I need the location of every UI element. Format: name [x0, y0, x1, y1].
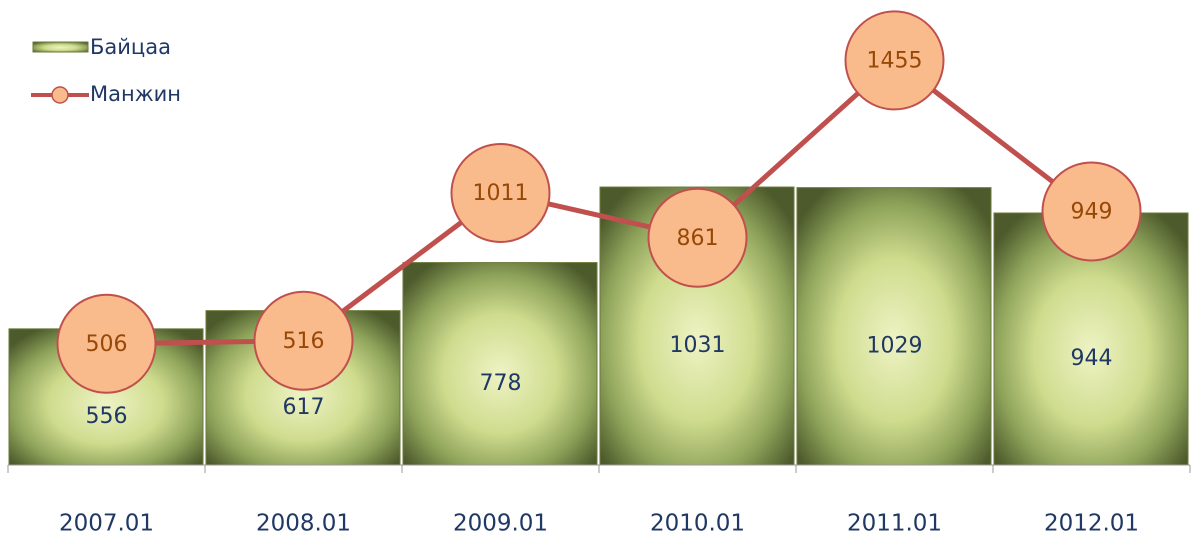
bar-label: 778: [480, 371, 522, 396]
line-marker: [450, 143, 551, 244]
x-tick-label: 2007.01: [59, 511, 154, 537]
line-marker: [1041, 161, 1142, 262]
line-marker: [647, 187, 748, 288]
line-label: 861: [677, 226, 719, 251]
x-tick-label: 2011.01: [847, 511, 942, 537]
bar-label: 617: [283, 395, 325, 420]
x-tick-label: 2008.01: [256, 511, 351, 537]
line-marker: [844, 10, 945, 111]
bar-label: 1029: [867, 333, 923, 358]
legend-label: Байцаа: [90, 35, 171, 59]
bar-label: 556: [86, 404, 128, 429]
legend-swatch: [51, 86, 69, 104]
line-label: 1455: [867, 48, 923, 73]
x-tick-label: 2009.01: [453, 511, 548, 537]
x-tick-label: 2010.01: [650, 511, 745, 537]
line-marker: [253, 290, 354, 391]
line-label: 1011: [473, 181, 529, 206]
legend-label: Манжин: [90, 82, 181, 106]
line-label: 516: [283, 329, 325, 354]
x-tick-label: 2012.01: [1044, 511, 1139, 537]
bar: [796, 187, 992, 466]
line-marker: [56, 293, 157, 394]
bar-label: 1031: [670, 333, 726, 358]
line-label: 506: [86, 332, 128, 357]
legend-swatch: [32, 41, 89, 53]
bar-label: 944: [1071, 346, 1113, 371]
bar: [402, 262, 598, 466]
line-label: 949: [1071, 200, 1113, 225]
